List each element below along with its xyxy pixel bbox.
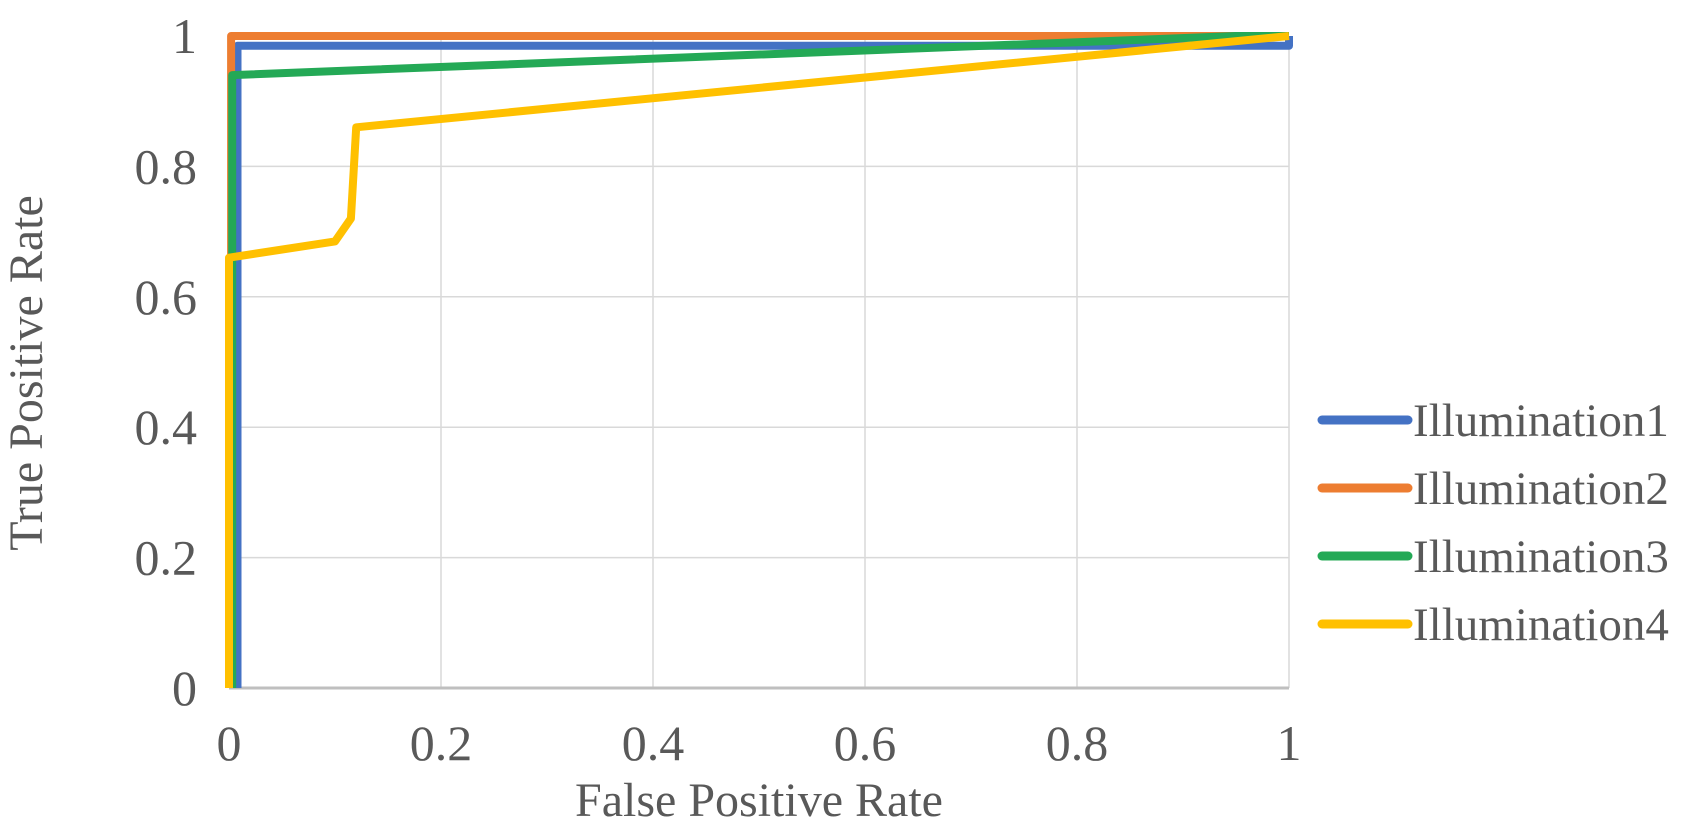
y-tick-label: 0.8 [135, 138, 198, 194]
y-tick-label: 0 [172, 660, 197, 716]
series-line-illumination4 [225, 32, 1290, 688]
legend-item-illumination4: Illumination4 [1317, 599, 1669, 651]
y-tick-label: 0.4 [135, 399, 198, 455]
x-tick-labels: 0 0.2 0.4 0.6 0.8 1 [217, 715, 1302, 771]
legend: Illumination1 Illumination2 Illumination… [1317, 395, 1669, 651]
y-axis-title: True Positive Rate [0, 195, 53, 551]
x-tick-label: 0.4 [622, 715, 685, 771]
y-tick-label: 0.6 [135, 269, 198, 325]
legend-item-illumination3: Illumination3 [1317, 531, 1669, 583]
series-line-illumination2 [227, 32, 1289, 688]
legend-label-illumination2: Illumination2 [1413, 463, 1669, 515]
gridlines [228, 35, 1290, 689]
legend-label-illumination3: Illumination3 [1413, 531, 1669, 583]
legend-item-illumination1: Illumination1 [1317, 395, 1669, 447]
series-line-illumination1 [233, 36, 1293, 688]
y-tick-labels: 0 0.2 0.4 0.6 0.8 1 [135, 8, 198, 716]
x-tick-label: 0.8 [1046, 715, 1109, 771]
y-tick-label: 0.2 [135, 530, 198, 586]
x-tick-label: 1 [1277, 715, 1302, 771]
series-lines [225, 32, 1293, 688]
x-axis-title: False Positive Rate [575, 774, 943, 827]
series-line-illumination3 [228, 32, 1289, 688]
y-tick-label: 1 [172, 8, 197, 64]
legend-label-illumination1: Illumination1 [1413, 395, 1669, 447]
x-tick-label: 0.2 [410, 715, 473, 771]
x-tick-label: 0 [217, 715, 242, 771]
legend-label-illumination4: Illumination4 [1413, 599, 1669, 651]
x-tick-label: 0.6 [834, 715, 897, 771]
legend-item-illumination2: Illumination2 [1317, 463, 1669, 515]
